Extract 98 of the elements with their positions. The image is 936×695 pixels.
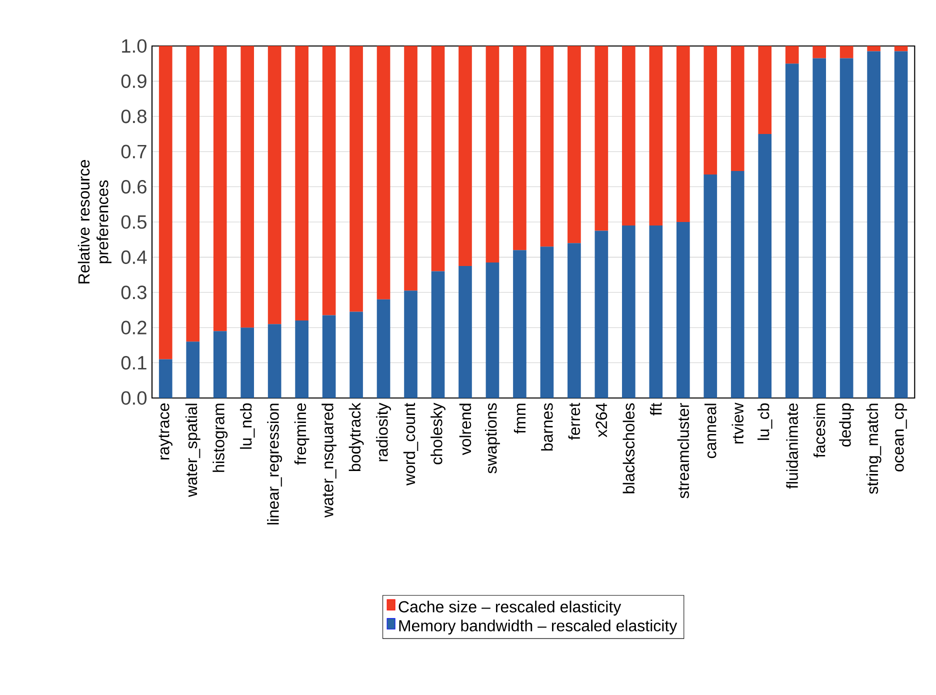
bar bbox=[240, 328, 254, 398]
y-tick-label: 0.2 bbox=[121, 320, 146, 334]
bar bbox=[594, 230, 608, 398]
x-tick-label: string_match bbox=[866, 404, 882, 494]
bar bbox=[486, 46, 500, 262]
bar bbox=[458, 266, 472, 398]
bar bbox=[704, 46, 718, 174]
bar bbox=[812, 58, 826, 398]
bar bbox=[295, 46, 308, 321]
legend-label: Memory bandwidth – rescaled elasticity bbox=[399, 620, 678, 635]
x-tick-label: cholesky bbox=[430, 402, 446, 464]
legend-label: Cache size – rescaled elasticity bbox=[398, 600, 622, 616]
bar bbox=[730, 46, 744, 171]
x-tick-label: fmm bbox=[514, 404, 526, 434]
bar bbox=[540, 46, 554, 247]
bar bbox=[376, 46, 390, 300]
y-tick-label: 0.7 bbox=[121, 144, 146, 158]
x-tick-label: barnes bbox=[541, 403, 553, 451]
bar bbox=[322, 315, 336, 398]
bar bbox=[894, 51, 908, 398]
bar bbox=[350, 312, 363, 398]
y-axis-title: Relative resource preferences bbox=[78, 160, 112, 284]
x-tick-label: fft bbox=[650, 402, 662, 416]
bar bbox=[867, 51, 880, 398]
bar bbox=[840, 46, 854, 58]
bar bbox=[486, 262, 500, 398]
x-tick-label: streamcluster bbox=[677, 402, 690, 498]
bar bbox=[649, 46, 663, 226]
bar bbox=[785, 64, 799, 398]
bar bbox=[785, 46, 799, 64]
x-tick-label: word_count bbox=[403, 402, 418, 486]
bar bbox=[594, 46, 608, 231]
bar bbox=[213, 331, 227, 398]
x-tick-label: x264 bbox=[596, 403, 608, 438]
x-tick-label: canneal bbox=[704, 404, 716, 458]
bar bbox=[758, 134, 772, 398]
bar bbox=[894, 46, 908, 52]
bar bbox=[268, 324, 282, 398]
x-tick-label: raytrace bbox=[158, 403, 172, 460]
bar bbox=[730, 170, 744, 398]
bar bbox=[676, 46, 690, 222]
bar bbox=[840, 58, 854, 398]
bar bbox=[704, 174, 718, 398]
bar bbox=[513, 46, 526, 250]
x-tick-label: histogram bbox=[212, 404, 228, 472]
bar bbox=[676, 222, 690, 398]
x-tick-label: ocean_cp bbox=[895, 403, 908, 472]
bar bbox=[240, 46, 254, 328]
x-tick-label: linear_regression bbox=[267, 404, 282, 524]
bar bbox=[568, 243, 581, 398]
x-tick-label: lu_ncb bbox=[240, 403, 255, 449]
x-tick-label: freqmine bbox=[294, 403, 310, 465]
bar bbox=[622, 46, 636, 226]
bar bbox=[758, 46, 772, 134]
bar bbox=[404, 46, 418, 291]
bar bbox=[404, 290, 418, 398]
bar bbox=[622, 226, 636, 398]
y-tick-label: 0.1 bbox=[121, 356, 146, 370]
x-tick-label: volrend bbox=[459, 404, 472, 456]
bar bbox=[649, 226, 663, 398]
bar bbox=[213, 46, 227, 332]
y-tick-label: 0.0 bbox=[121, 391, 147, 405]
bar bbox=[158, 359, 172, 398]
x-tick-label: facesim bbox=[813, 404, 826, 458]
x-tick-label: rtview bbox=[732, 402, 744, 444]
x-tick-label: water_spatial bbox=[185, 404, 200, 497]
y-tick-label: 0.8 bbox=[121, 110, 146, 124]
x-tick-label: lu_cb bbox=[757, 403, 772, 440]
bar bbox=[540, 246, 554, 398]
y-tick-label: 0.4 bbox=[121, 250, 147, 264]
y-tick-label: 0.5 bbox=[121, 215, 146, 229]
x-tick-label: bodytrack bbox=[348, 402, 364, 472]
y-tick-label: 1.0 bbox=[122, 39, 147, 53]
bar bbox=[158, 46, 172, 360]
x-tick-label: fluidanimate bbox=[786, 403, 798, 489]
bar bbox=[812, 46, 826, 58]
bar bbox=[513, 250, 526, 398]
bar bbox=[431, 271, 445, 398]
bar bbox=[295, 320, 308, 398]
x-tick-label: water_nsquared bbox=[322, 404, 337, 518]
bar bbox=[431, 46, 445, 272]
x-tick-label: radiosity bbox=[376, 402, 391, 462]
x-tick-label: ferret bbox=[568, 402, 580, 440]
y-tick-label: 0.6 bbox=[121, 180, 146, 194]
bar bbox=[186, 46, 200, 342]
x-tick-label: blackscholes bbox=[622, 403, 635, 494]
y-tick-label: 0.3 bbox=[121, 286, 146, 300]
bar bbox=[376, 299, 390, 398]
bar bbox=[867, 46, 880, 52]
bar bbox=[458, 46, 472, 266]
x-tick-label: dedup bbox=[839, 403, 854, 447]
x-tick-label: swaptions bbox=[485, 403, 500, 474]
y-tick-label: 0.9 bbox=[121, 74, 146, 88]
bar bbox=[350, 46, 363, 312]
bar bbox=[322, 46, 336, 316]
bar bbox=[268, 46, 282, 324]
bar bbox=[568, 46, 581, 244]
bar bbox=[186, 342, 200, 398]
